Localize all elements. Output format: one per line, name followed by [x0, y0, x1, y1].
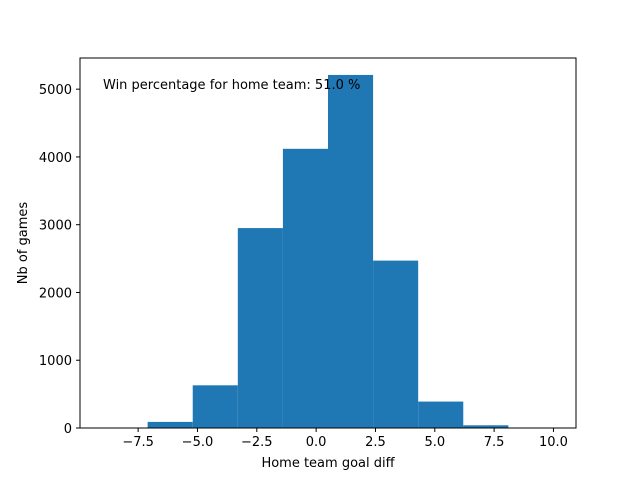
x-tick-label: −5.0	[182, 435, 214, 450]
histogram-bar	[192, 385, 238, 428]
x-axis-label: Home team goal diff	[261, 456, 395, 471]
x-tick-label: 0.0	[306, 435, 327, 450]
y-tick-label: 3000	[39, 219, 72, 234]
histogram-bar	[418, 401, 464, 428]
y-ticks-group: 0 1000 2000 3000 4000 5000	[39, 83, 80, 437]
histogram-bar	[463, 425, 509, 428]
x-ticks-group: −7.5 −5.0 −2.5 0.0 2.5 5.0 7.5 10.0	[122, 428, 568, 450]
axes-frame	[79, 57, 577, 429]
histogram-bar	[237, 228, 283, 428]
x-tick-label: −7.5	[122, 435, 154, 450]
x-tick-label: 2.5	[365, 435, 386, 450]
x-tick-label: −2.5	[241, 435, 273, 450]
y-tick-label: 1000	[39, 354, 72, 369]
y-tick-label: 4000	[39, 151, 72, 166]
x-tick-label: 10.0	[539, 435, 568, 450]
y-tick-label: 5000	[39, 83, 72, 98]
x-tick-label: 5.0	[424, 435, 445, 450]
y-tick-label: 0	[64, 422, 72, 437]
y-axis-label: Nb of games	[16, 202, 31, 285]
x-tick-label: 7.5	[484, 435, 505, 450]
y-tick-label: 2000	[39, 286, 72, 301]
win-percentage-annotation: Win percentage for home team: 51.0 %	[103, 78, 360, 93]
histogram-bar	[282, 148, 328, 429]
histogram-bar	[147, 421, 193, 428]
bars-group	[147, 74, 554, 429]
histogram-bar	[328, 74, 374, 428]
histogram-bar	[373, 260, 419, 428]
